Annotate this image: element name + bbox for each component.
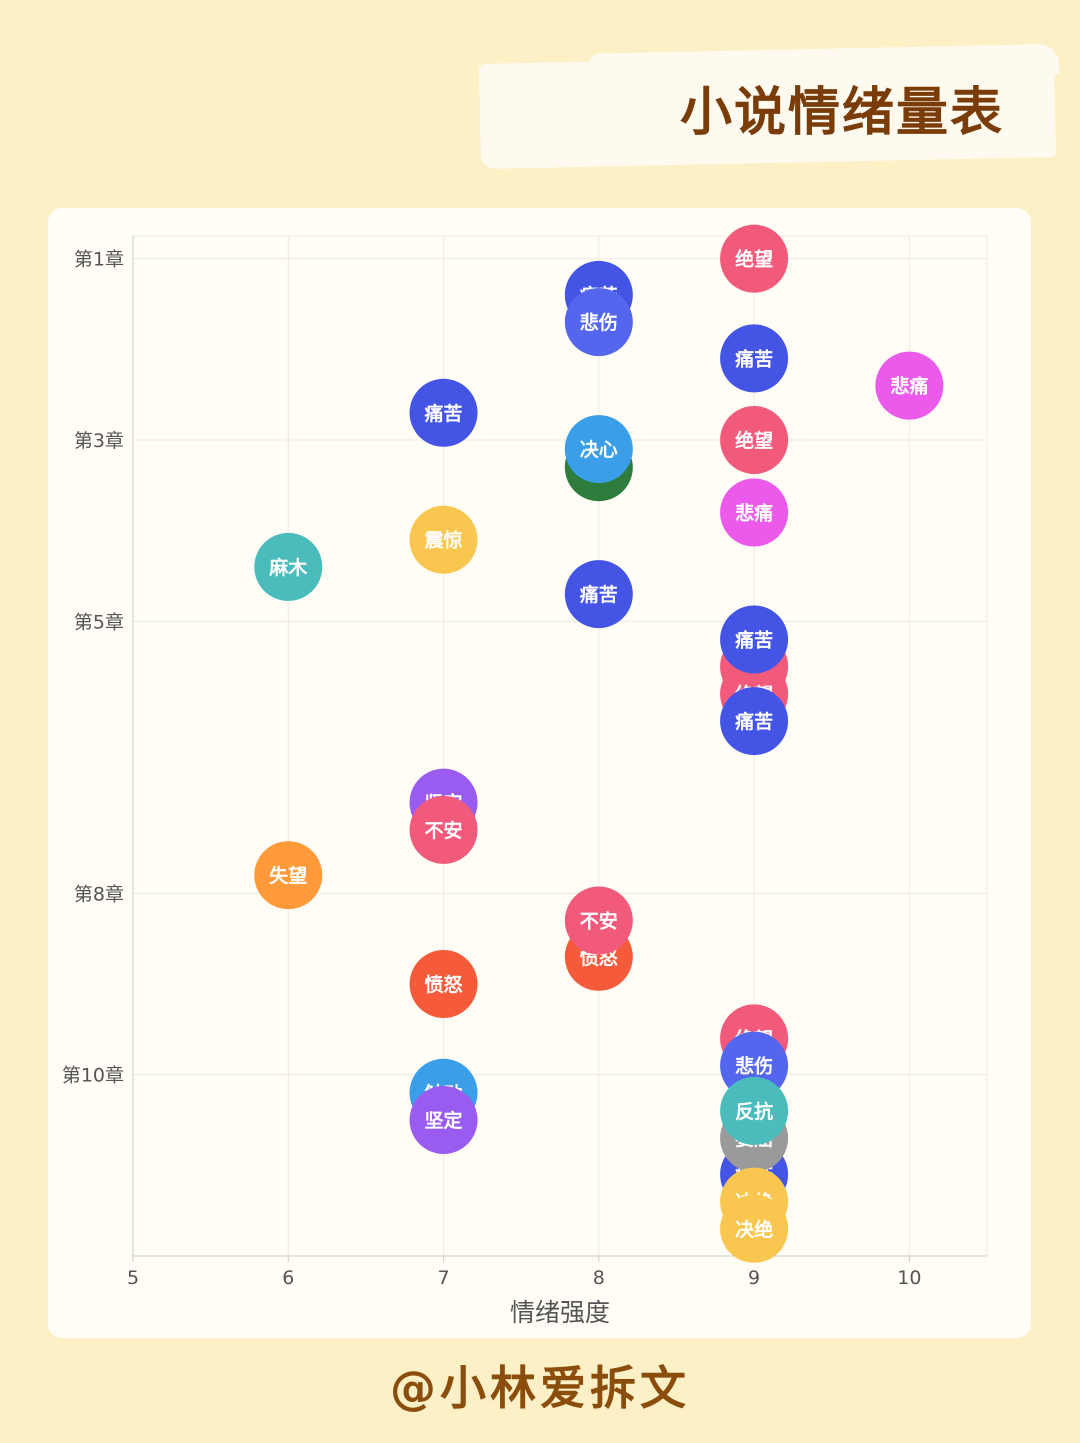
y-tick-label: 第10章 (62, 1065, 124, 1087)
data-point-label: 不安 (425, 819, 463, 842)
chart-grid (132, 235, 988, 1256)
data-point-label: 痛苦 (735, 628, 773, 651)
data-point-marker (254, 841, 323, 910)
x-tick-label: 8 (593, 1267, 605, 1289)
data-point-marker (720, 1076, 789, 1145)
data-point-label: 失望 (269, 864, 307, 887)
data-point-marker (564, 288, 633, 357)
data-point[interactable]: 麻木 (254, 532, 323, 601)
data-point-label: 痛苦 (425, 402, 463, 425)
chart-card (48, 208, 1031, 1338)
x-tick-label: 10 (897, 1267, 921, 1289)
data-point[interactable]: 绝望 (720, 224, 789, 293)
data-point-label: 痛苦 (580, 583, 618, 606)
page-title: 小说情绪量表 (680, 83, 1005, 143)
data-point[interactable]: 坚定 (409, 1086, 478, 1154)
data-point-marker (564, 415, 633, 484)
data-point[interactable]: 痛苦 (720, 324, 789, 393)
data-points: 绝望痛苦悲伤痛苦悲痛痛苦绝望惊慌决心悲痛震惊麻木痛苦绝望绝望痛苦痛苦坚定不安失望… (254, 224, 944, 1263)
data-point[interactable]: 痛苦 (409, 378, 478, 447)
data-point-marker (720, 478, 789, 547)
data-point-label: 麻木 (268, 556, 308, 579)
data-point-marker (720, 1194, 789, 1263)
data-point[interactable]: 悲痛 (875, 351, 944, 420)
x-axis-title: 情绪强度 (510, 1298, 610, 1327)
data-point-label: 坚定 (425, 1109, 463, 1132)
data-point-marker (720, 687, 789, 756)
data-point-marker (875, 351, 944, 420)
x-tick-label: 6 (282, 1267, 294, 1289)
y-tick-label: 第3章 (74, 430, 124, 452)
data-point-label: 决心 (580, 439, 618, 461)
data-point-marker (720, 605, 789, 674)
y-tick-label: 第1章 (74, 249, 124, 271)
data-point-label: 痛苦 (735, 347, 773, 370)
data-point[interactable]: 愤怒 (409, 950, 478, 1018)
data-point-label: 决绝 (735, 1218, 773, 1241)
data-point-label: 绝望 (735, 429, 773, 452)
data-point-marker (254, 532, 323, 601)
data-point-marker (409, 378, 478, 447)
data-point[interactable]: 不安 (564, 886, 633, 955)
data-point[interactable]: 决心 (564, 415, 633, 484)
y-tick-label: 第5章 (74, 611, 124, 633)
data-point-marker (409, 795, 478, 864)
y-tick-label: 第8章 (74, 883, 124, 905)
data-point-label: 悲痛 (890, 375, 928, 398)
x-tick-label: 9 (748, 1267, 760, 1289)
data-point-label: 不安 (580, 910, 618, 933)
data-point-label: 反抗 (735, 1100, 773, 1123)
data-point-marker (409, 1086, 478, 1154)
data-point-marker (564, 886, 633, 955)
data-point[interactable]: 痛苦 (564, 560, 633, 629)
data-point[interactable]: 失望 (254, 841, 323, 910)
data-point-marker (720, 224, 789, 293)
data-point-label: 震惊 (425, 529, 463, 552)
data-point-label: 痛苦 (735, 710, 773, 733)
footer-watermark: @小林爱拆文 (390, 1361, 690, 1415)
data-point[interactable]: 不安 (409, 795, 478, 864)
data-point-marker (720, 406, 789, 474)
data-point-label: 悲伤 (735, 1055, 773, 1078)
x-tick-label: 7 (437, 1267, 449, 1289)
data-point-marker (720, 324, 789, 393)
x-axis-labels: 5 6 7 8 9 10 (127, 1267, 922, 1289)
data-point[interactable]: 悲痛 (720, 478, 789, 547)
data-point[interactable]: 痛苦 (720, 605, 789, 674)
data-point[interactable]: 痛苦 (720, 687, 789, 756)
data-point[interactable]: 震惊 (409, 505, 478, 574)
data-point[interactable]: 绝望 (720, 406, 789, 474)
x-tick-label: 5 (127, 1267, 139, 1289)
data-point-marker (564, 560, 633, 629)
data-point-label: 绝望 (735, 248, 773, 271)
data-point[interactable]: 悲伤 (564, 288, 633, 357)
data-point-marker (409, 505, 478, 574)
data-point[interactable]: 反抗 (720, 1076, 789, 1145)
data-point-label: 悲伤 (580, 311, 618, 334)
data-point-label: 愤怒 (425, 973, 464, 996)
data-point-label: 悲痛 (735, 502, 773, 525)
data-point-marker (409, 950, 478, 1018)
data-point[interactable]: 决绝 (720, 1194, 789, 1263)
chart-axes (132, 236, 987, 1262)
